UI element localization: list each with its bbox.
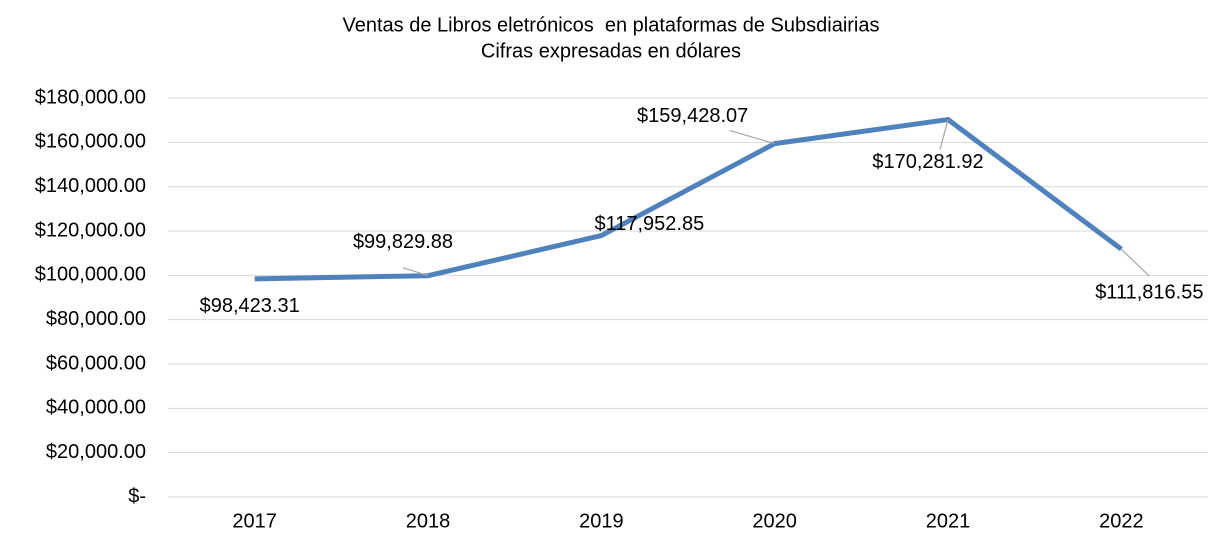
y-tick-label: $20,000.00 [46,441,146,463]
data-label: $111,816.55 [1095,281,1203,303]
y-tick-label: $60,000.00 [46,352,146,374]
y-tick-label: $120,000.00 [35,219,146,241]
x-tick-label: 2021 [926,510,971,532]
data-label: $159,428.07 [637,105,748,127]
x-tick-label: 2020 [752,510,797,532]
leader-line [402,267,429,277]
data-label: $117,952.85 [594,213,704,235]
leader-line [939,119,949,150]
data-label: $98,423.31 [200,295,300,317]
y-tick-label: $100,000.00 [35,264,146,286]
x-tick-label: 2017 [232,510,277,532]
y-tick-label: $40,000.00 [46,397,146,419]
y-tick-label: $80,000.00 [46,308,146,330]
line [254,117,1123,282]
x-tick-label: 2019 [579,510,624,532]
chart-title: Ventas de Libros eletrónicos en platafor… [343,14,880,36]
data-label: $99,829.88 [353,231,453,253]
x-tick-label: 2018 [406,510,451,532]
leader-line [729,130,775,145]
chart-subtitle: Cifras expresadas en dólares [481,40,741,62]
y-tick-label: $140,000.00 [35,175,146,197]
y-tick-label: $- [128,485,146,507]
leader-line [1120,248,1150,277]
x-tick-label: 2022 [1099,510,1144,532]
data-label: $170,281.92 [872,151,983,173]
y-tick-label: $160,000.00 [35,131,146,153]
y-tick-label: $180,000.00 [35,86,146,108]
